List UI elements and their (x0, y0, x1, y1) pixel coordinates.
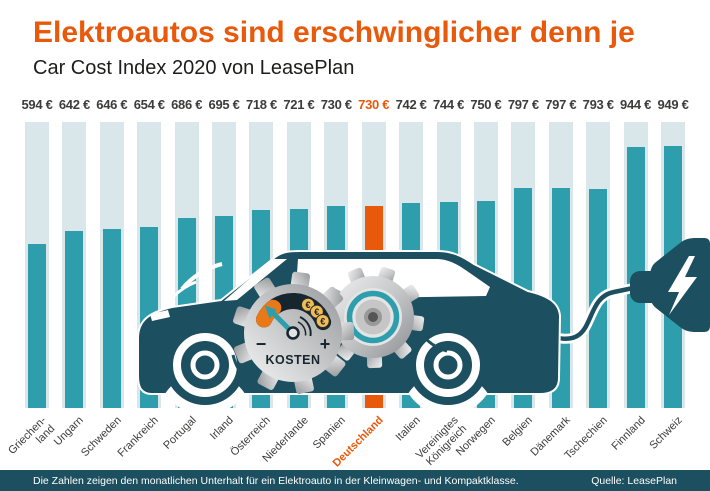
value-label: 594 € (21, 97, 53, 112)
bar (65, 231, 84, 408)
value-label: 797 € (507, 97, 539, 112)
bar (327, 206, 346, 408)
bar (215, 216, 234, 408)
bar-track (586, 122, 611, 408)
value-label: 797 € (545, 97, 577, 112)
bar (589, 189, 608, 408)
value-label: 949 € (657, 97, 689, 112)
value-label: 730 € (320, 97, 352, 112)
value-label: 742 € (395, 97, 427, 112)
bar (439, 202, 458, 408)
bar-track (286, 122, 311, 408)
bar (28, 244, 46, 408)
bar (476, 201, 495, 408)
bar (364, 206, 383, 408)
value-label: 718 € (245, 97, 277, 112)
bar-track (249, 122, 274, 408)
value-label: 642 € (58, 97, 90, 112)
value-label: 721 € (283, 97, 315, 112)
value-label: 654 € (133, 97, 165, 112)
value-label: 744 € (432, 97, 465, 112)
footer-bar: Die Zahlen zeigen den monatlichen Unterh… (0, 470, 710, 491)
bar-track (661, 122, 685, 408)
bar (177, 218, 196, 408)
value-label: 750 € (470, 97, 502, 112)
bar-track (623, 122, 648, 408)
bar (551, 188, 570, 408)
bar-track (436, 122, 461, 408)
bar-track (361, 122, 386, 408)
bar (626, 147, 645, 408)
bar (102, 229, 121, 408)
bar-track (548, 122, 573, 408)
page-subtitle: Car Cost Index 2020 von LeasePlan (33, 57, 355, 79)
footer-source: Quelle: LeasePlan (591, 474, 677, 487)
bar-track (511, 122, 536, 408)
bar (289, 209, 308, 408)
footer-note: Die Zahlen zeigen den monatlichen Unterh… (33, 474, 519, 487)
bar (664, 146, 682, 408)
bar-track (212, 122, 237, 408)
bar-track (473, 122, 498, 408)
value-label: 695 € (208, 97, 240, 112)
bar-track (399, 122, 424, 408)
bar (402, 203, 421, 408)
value-label: 793 € (582, 97, 614, 112)
bar (252, 210, 271, 408)
bar-track (174, 122, 199, 408)
bar-track (62, 122, 87, 408)
page-title: Elektroautos sind erschwinglicher denn j… (33, 16, 635, 49)
bar-track (25, 122, 49, 408)
bar-track (99, 122, 124, 408)
bar-chart: 594 € Griechen-land 642 € Ungarn 646 € Schwed… (6, 97, 689, 469)
bar-track (324, 122, 349, 408)
value-label: 944 € (620, 97, 652, 112)
bar-track (137, 122, 162, 408)
bar (140, 227, 159, 408)
value-label: 646 € (96, 97, 128, 112)
value-label: 730 € (358, 97, 390, 112)
value-label: 686 € (171, 97, 203, 112)
bar (514, 188, 533, 408)
